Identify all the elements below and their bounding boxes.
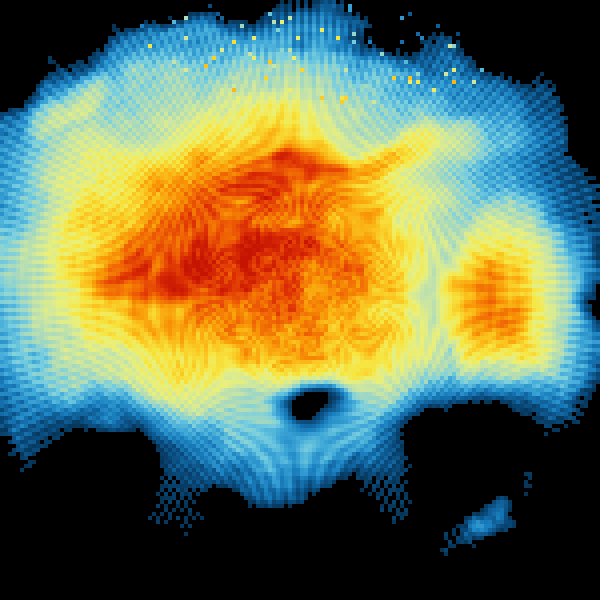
radar-image-viewport: Radar Reflectivity Field radar-reflectiv… [0, 0, 600, 600]
radar-reflectivity-heatmap [0, 0, 600, 600]
